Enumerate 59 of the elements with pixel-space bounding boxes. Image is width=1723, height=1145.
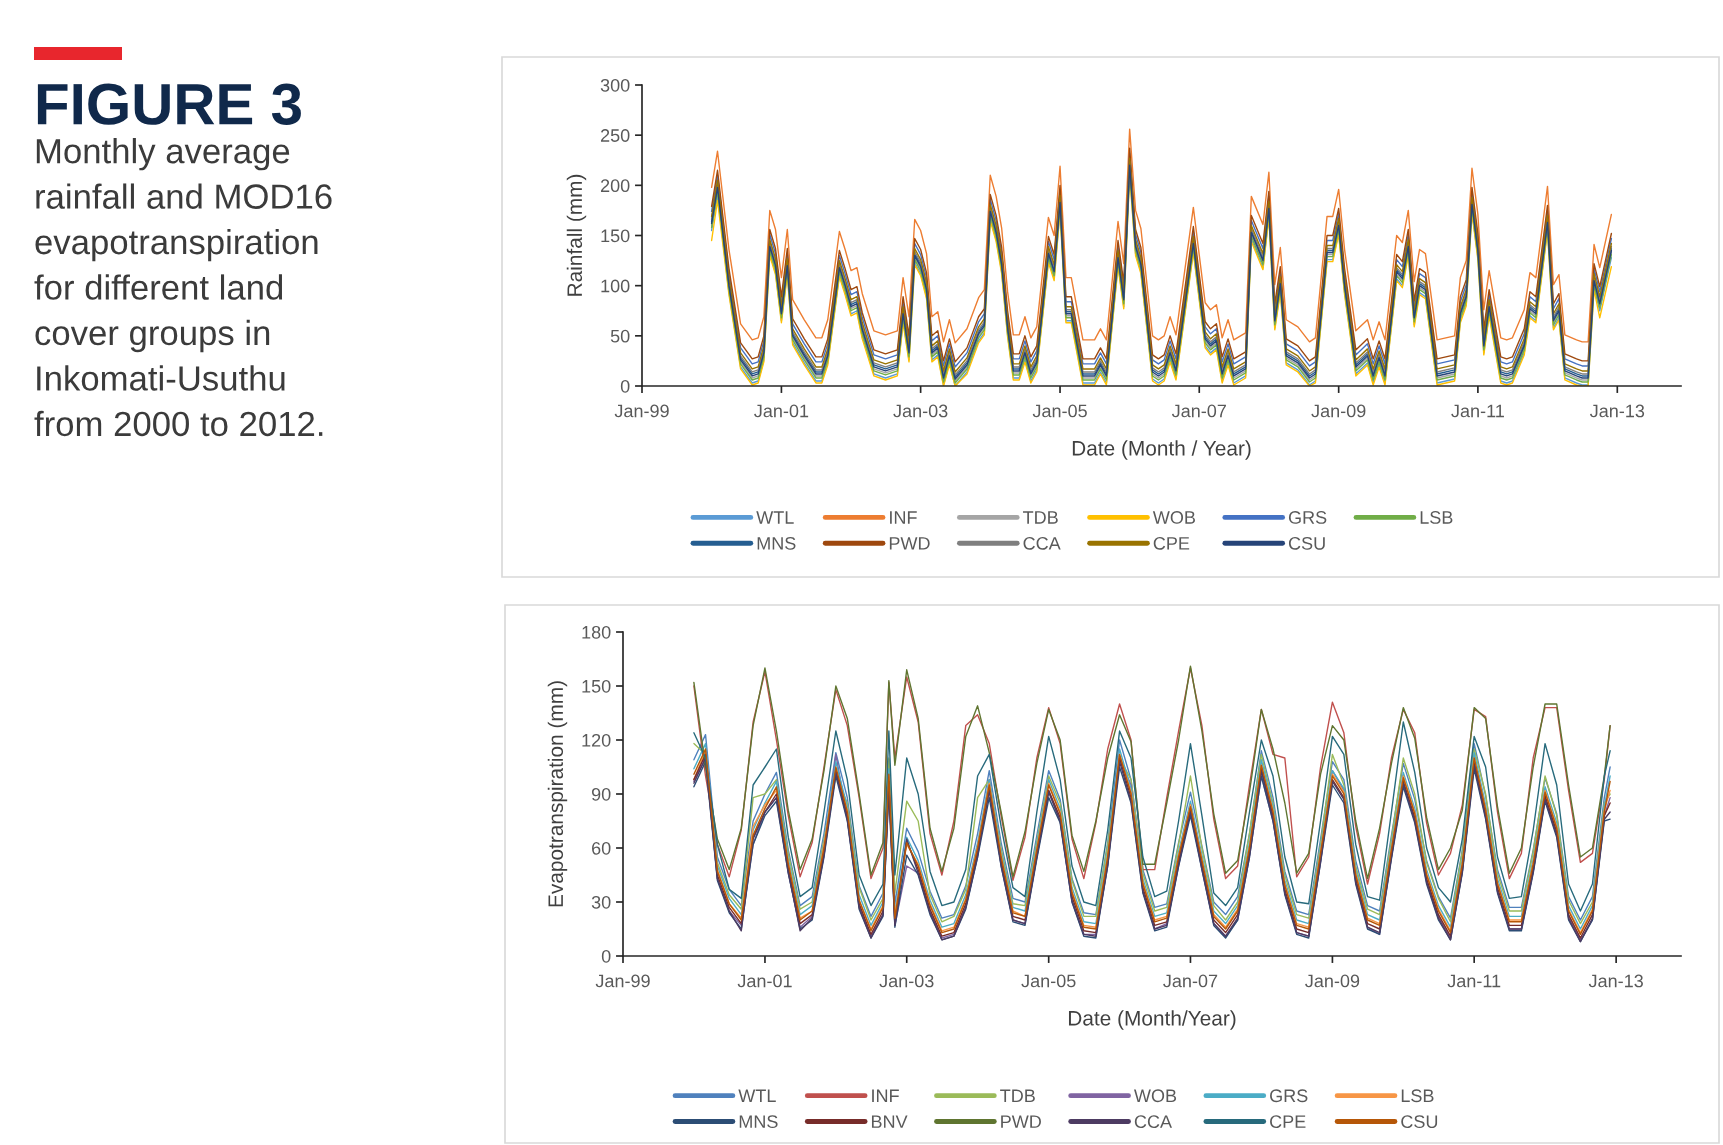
y-tick-label: 100 — [601, 279, 630, 293]
legend-label: CPE — [1270, 1115, 1306, 1129]
text: Monthly average rainfall and MOD16 evapotranspiration for different land cover groups in Inkomati-Usuthu from 2000 to 2012. — [34, 138, 332, 437]
legend-label: PWD — [889, 537, 930, 550]
x-tick-label: Jan-05 — [1032, 404, 1087, 418]
text: FIGURE 3 — [37, 83, 301, 125]
legend-label: WTL — [756, 511, 794, 524]
y-tick-label: 0 — [620, 379, 630, 393]
legend-label: INF — [872, 1089, 899, 1102]
x-tick-label: Jan-01 — [737, 974, 792, 988]
legend-label: MNS — [739, 1115, 778, 1129]
legend-label: TDB — [1000, 1089, 1035, 1102]
y-tick-label: 90 — [591, 787, 611, 801]
legend-label: LSB — [1420, 511, 1453, 524]
legend-label: CSU — [1401, 1115, 1438, 1129]
y-tick-label: 0 — [601, 949, 611, 963]
x-tick-label: Jan-13 — [1589, 404, 1645, 418]
y-tick-label: 250 — [600, 129, 630, 142]
y-tick-label: 30 — [591, 895, 611, 909]
x-tick-label: Jan-09 — [1311, 404, 1366, 418]
y-axis-title: Rainfall (mm) — [566, 174, 587, 296]
x-tick-label: Jan-03 — [893, 404, 948, 418]
y-tick-label: 50 — [610, 329, 630, 343]
legend-label: WOB — [1152, 511, 1195, 524]
x-tick-label: Jan-13 — [1588, 974, 1643, 988]
legend-label: MNS — [757, 536, 796, 550]
y-tick-label: 60 — [592, 841, 611, 855]
legend-label: CCA — [1134, 1115, 1172, 1129]
legend-label: CPE — [1153, 536, 1190, 550]
legend-label: WOB — [1134, 1089, 1177, 1103]
x-tick-label: Jan-99 — [595, 974, 650, 988]
x-axis-title: Date (Month / Year) — [1072, 440, 1251, 460]
y-tick-label: 180 — [582, 625, 611, 639]
legend-label: LSB — [1401, 1089, 1434, 1103]
x-tick-label: Jan-05 — [1021, 974, 1076, 988]
x-tick-label: Jan-01 — [754, 404, 809, 418]
x-tick-label: Jan-11 — [1451, 404, 1504, 418]
legend-label: CSU — [1288, 536, 1325, 550]
y-tick-label: 200 — [600, 179, 630, 193]
x-axis-title: Date (Month/Year) — [1068, 1010, 1236, 1030]
y-tick-label: 150 — [601, 229, 630, 243]
x-tick-label: Jan-99 — [614, 404, 669, 418]
x-tick-label: Jan-11 — [1447, 974, 1501, 988]
y-tick-label: 300 — [600, 78, 630, 92]
legend-label: GRS — [1288, 511, 1327, 524]
legend-label: GRS — [1270, 1089, 1308, 1103]
legend-label: BNV — [871, 1115, 908, 1128]
legend-label: INF — [890, 511, 917, 524]
legend-label: WTL — [738, 1089, 776, 1102]
y-tick-label: 150 — [582, 679, 611, 693]
x-tick-label: Jan-03 — [879, 974, 934, 988]
y-axis-title: Evapotranspiration (mm) — [547, 681, 568, 907]
x-tick-label: Jan-07 — [1163, 974, 1218, 988]
legend-label: CCA — [1023, 536, 1061, 550]
x-tick-label: Jan-07 — [1171, 404, 1226, 418]
y-tick-label: 120 — [582, 733, 611, 747]
legend-label: TDB — [1023, 511, 1058, 524]
x-tick-label: Jan-09 — [1305, 974, 1360, 988]
legend-label: PWD — [1001, 1115, 1041, 1128]
